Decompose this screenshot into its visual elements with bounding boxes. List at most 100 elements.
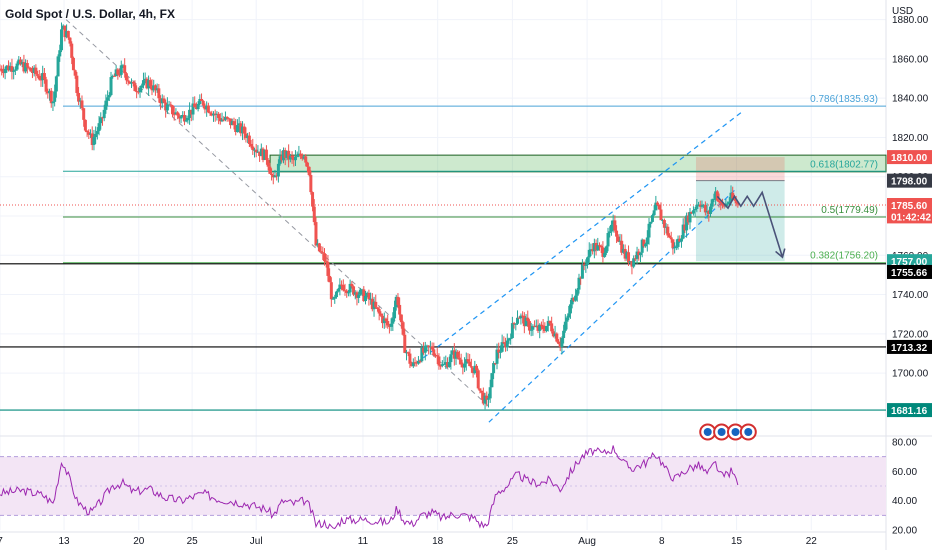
candle-body <box>563 321 567 331</box>
candle-body <box>147 80 151 89</box>
candle-body <box>288 155 292 160</box>
candle-body <box>242 126 246 134</box>
channel-upper-line <box>415 111 743 364</box>
candle-body <box>210 113 214 116</box>
candle-body <box>8 66 12 71</box>
candle-body <box>276 163 280 177</box>
candle-body <box>596 245 600 251</box>
candle-body <box>534 325 538 327</box>
candle-body <box>165 104 169 111</box>
candle-body <box>604 246 608 253</box>
candle-body <box>42 73 46 80</box>
candle-body <box>82 108 86 120</box>
candle-body <box>476 370 480 389</box>
candle-body <box>114 69 118 77</box>
candle-body <box>732 198 736 201</box>
candle-body <box>85 130 89 133</box>
candle-body <box>133 83 137 92</box>
candle-body <box>295 156 299 158</box>
candle-body <box>7 65 11 71</box>
candle-body <box>404 352 408 354</box>
candle-body <box>500 342 504 352</box>
candle-body <box>107 95 111 98</box>
candle-body <box>365 292 369 296</box>
candle-body <box>597 245 601 247</box>
candle-body <box>41 73 45 81</box>
candle-body <box>557 341 561 344</box>
price-label-text: 1785.60 <box>891 201 928 212</box>
candle-body <box>618 240 622 242</box>
candle-body <box>266 159 270 167</box>
candle-body <box>471 367 475 374</box>
candle-body <box>461 364 465 368</box>
fib-level-label: 0.382(1756.20) <box>810 251 878 262</box>
candle-body <box>654 202 658 211</box>
candle-body <box>109 77 113 96</box>
candle-body <box>252 149 256 151</box>
stop-loss-zone <box>695 157 785 181</box>
candle-body <box>24 63 28 72</box>
candle-body <box>338 284 342 290</box>
candle-body <box>334 291 338 298</box>
candle-body <box>445 362 449 367</box>
candle-body <box>714 191 718 199</box>
candle-body <box>644 244 648 247</box>
candle-body <box>463 363 467 368</box>
candle-body <box>374 301 378 308</box>
candle-body <box>188 109 192 118</box>
candle-body <box>177 115 181 119</box>
price-label-text: 1798.00 <box>891 177 928 188</box>
candle-body <box>225 116 229 119</box>
candle-body <box>586 257 590 265</box>
candle-body <box>36 74 40 76</box>
candle-body <box>135 91 139 93</box>
candle-body <box>591 249 595 252</box>
candle-body <box>5 65 9 69</box>
candle-body <box>437 356 441 366</box>
candle-body <box>628 261 632 263</box>
candle-body <box>307 166 311 176</box>
candle-body <box>616 236 620 242</box>
candle-body <box>102 109 106 119</box>
candle-body <box>239 123 243 134</box>
candle-body <box>352 286 356 295</box>
candle-body <box>68 37 72 44</box>
candle-body <box>418 360 422 362</box>
candle-body <box>179 116 183 119</box>
candle-body <box>709 206 713 214</box>
candle-body <box>176 112 180 116</box>
candle-body <box>59 29 63 51</box>
candle-body <box>293 156 297 161</box>
candle-body <box>473 365 477 374</box>
price-tick-label: 1740.00 <box>892 290 929 301</box>
event-flag-icon-center <box>731 428 740 436</box>
candle-body <box>632 258 636 267</box>
candle-body <box>522 315 526 327</box>
candle-body <box>662 220 666 228</box>
resistance-zone <box>269 154 887 173</box>
candle-body <box>10 66 14 72</box>
candle-body <box>382 318 386 324</box>
price-label-text: 1810.00 <box>891 153 928 164</box>
candle-body <box>444 362 448 365</box>
candle-body <box>220 119 224 122</box>
candle-body <box>423 345 427 353</box>
candle-body <box>336 289 340 292</box>
candle-body <box>567 313 571 318</box>
candle-body <box>514 323 518 325</box>
candle-body <box>502 342 506 344</box>
candle-body <box>321 252 325 254</box>
candle-body <box>118 74 122 76</box>
candle-body <box>722 205 726 207</box>
candle-body <box>247 135 251 144</box>
candle-body <box>391 318 395 324</box>
time-tick-label: 15 <box>731 536 743 547</box>
candle-body <box>150 86 154 91</box>
candle-body <box>141 80 145 86</box>
candle-body <box>678 238 682 242</box>
candle-body <box>213 113 217 115</box>
event-flag-icon-center <box>703 428 712 436</box>
candle-body <box>208 112 212 114</box>
candle-body <box>290 155 294 158</box>
candle-body <box>112 75 116 77</box>
